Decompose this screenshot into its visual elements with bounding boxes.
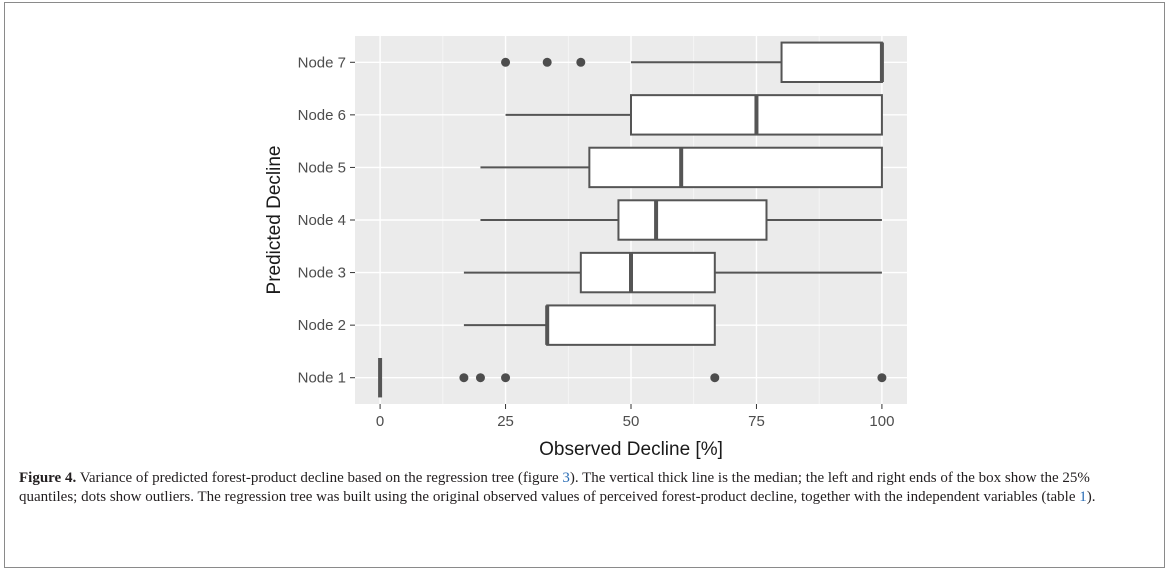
caption-reference-link[interactable]: 1 [1079, 489, 1087, 505]
y-axis-title: Predicted Decline [264, 146, 285, 295]
caption-text: Variance of predicted forest-product dec… [19, 470, 1096, 505]
x-tick-label: 25 [497, 413, 514, 430]
box-iqr [579, 251, 716, 294]
box-node-3 [463, 251, 882, 294]
outlier-point [710, 373, 720, 383]
box-node-1 [378, 358, 887, 398]
outlier-point [475, 373, 485, 383]
box-iqr [546, 304, 716, 346]
box-node-5 [480, 146, 883, 189]
x-tick-label: 50 [623, 413, 640, 430]
outlier-point [459, 373, 469, 383]
y-tick-label: Node 7 [298, 54, 346, 71]
caption-text-segment: ). [1086, 489, 1096, 505]
outlier-point [501, 373, 511, 383]
outlier-point [501, 57, 511, 67]
outlier-point [877, 373, 887, 383]
x-tick-label: 100 [869, 413, 894, 430]
box-iqr [617, 199, 768, 241]
box-iqr [780, 41, 883, 83]
boxplot-chart: 0 25 50 75 100 Node 1 Node 2 Node 3 Node 4 Node 5… [264, 36, 907, 460]
y-tick-label: Node 4 [298, 212, 346, 229]
x-axis-title: Observed Decline [%] [539, 439, 723, 460]
box-iqr [588, 146, 883, 189]
y-tick-label: Node 3 [298, 265, 346, 282]
box-layer [378, 41, 887, 398]
figure-caption: Figure 4. Variance of predicted forest-p… [19, 469, 1149, 507]
y-tick-label: Node 6 [298, 107, 346, 124]
outlier-point [576, 57, 586, 67]
y-tick-label: Node 2 [298, 317, 346, 334]
caption-reference-link[interactable]: 3 [562, 470, 570, 486]
figure-label: Figure 4. [19, 470, 77, 486]
box-node-7 [501, 41, 884, 83]
x-tick-label: 0 [376, 413, 384, 430]
caption-text-segment: Variance of predicted forest-product dec… [76, 470, 563, 486]
outlier-point [542, 57, 552, 67]
y-tick-label: Node 5 [298, 159, 346, 176]
box-node-6 [505, 94, 883, 136]
x-tick-label: 75 [748, 413, 765, 430]
caption-text-segment: ). The vertical thick line is the median… [19, 470, 1090, 505]
box-node-4 [480, 199, 882, 241]
y-tick-label: Node 1 [298, 370, 346, 387]
box-node-2 [463, 304, 716, 346]
axis-layer: 0 25 50 75 100 Node 1 Node 2 Node 3 Node 4 Node 5… [298, 54, 895, 430]
